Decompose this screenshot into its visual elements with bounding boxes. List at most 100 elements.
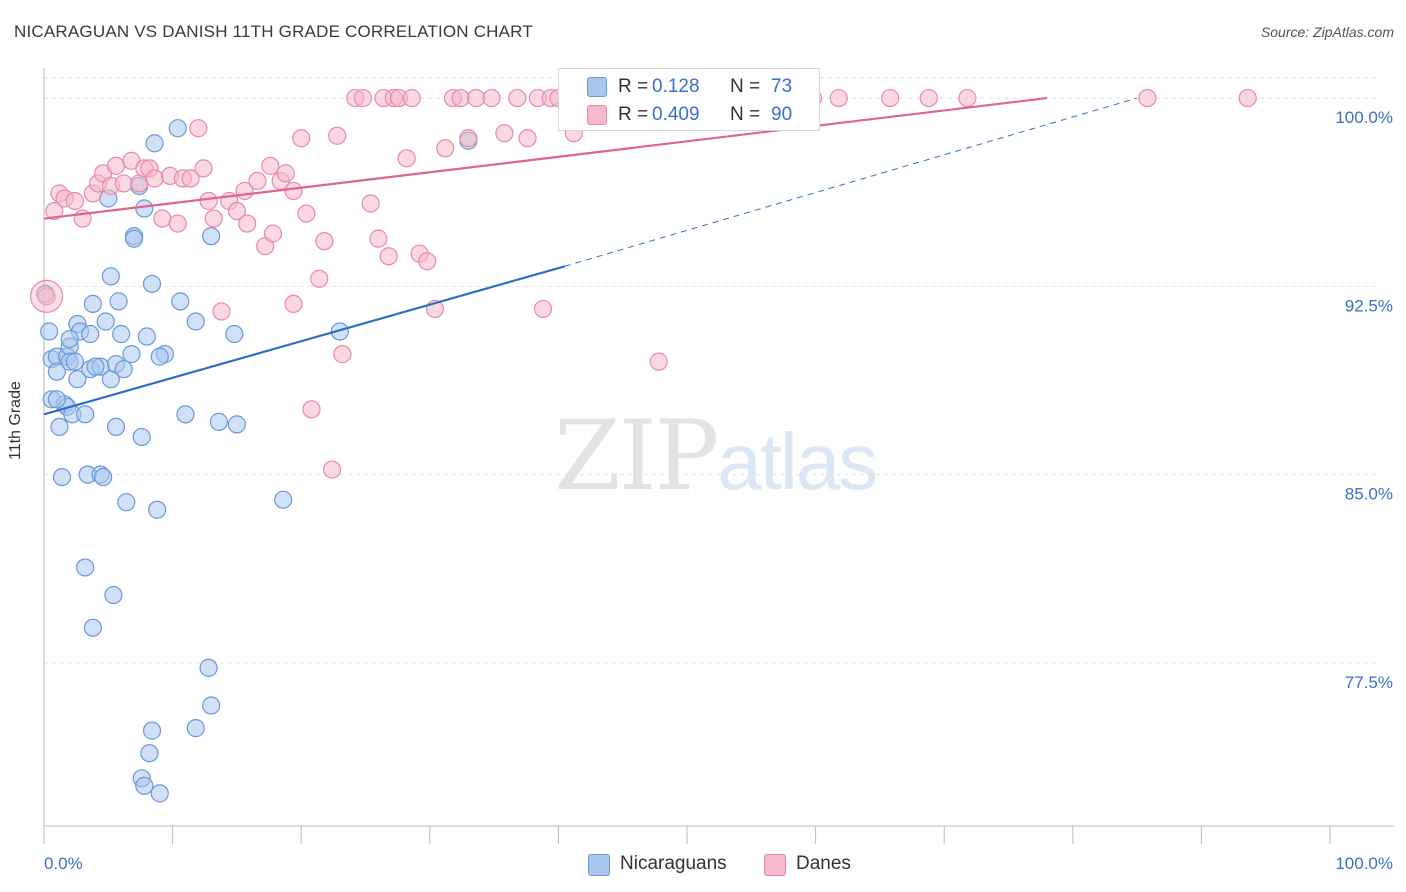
point-nicaraguan [145, 134, 164, 153]
axes [43, 68, 1394, 844]
point-dane [328, 126, 347, 145]
y-tick-label: 77.5% [1345, 673, 1393, 692]
point-dane [45, 201, 64, 221]
legend-row-nicaraguans: R = 0.128 N = 73 [559, 73, 819, 101]
legend-row-danes: R = 0.409 N = 90 [559, 101, 819, 129]
point-dane [114, 174, 133, 193]
point-dane [276, 164, 295, 183]
point-dane [145, 169, 164, 188]
series-danes [29, 88, 1257, 479]
legend-swatch-pink [587, 105, 607, 125]
point-dane [649, 352, 668, 371]
point-nicaraguan [52, 468, 72, 487]
tick-labels: 77.5% 85.0% 92.5% 100.0% 0.0% 100.0% [44, 108, 1393, 873]
point-dane [310, 269, 329, 288]
point-dane [181, 169, 200, 188]
legend-n-value: 90 [771, 104, 793, 125]
point-nicaraguan [81, 324, 100, 344]
point-nicaraguan [132, 427, 151, 447]
x-tick-label: 100.0% [1335, 854, 1393, 873]
point-dane [153, 209, 172, 228]
point-dane [302, 400, 321, 419]
point-dane [418, 252, 437, 271]
point-nicaraguan [186, 719, 205, 738]
point-nicaraguan [150, 347, 169, 366]
point-dane [212, 302, 231, 321]
point-dane [333, 345, 352, 364]
point-nicaraguan [124, 229, 144, 248]
point-dane [106, 156, 126, 175]
point-nicaraguan [60, 329, 79, 349]
legend-r-value: 0.128 [652, 76, 700, 97]
point-dane [65, 191, 84, 211]
point-nicaraguan [86, 357, 105, 376]
point-dane [322, 460, 342, 479]
series-nicaraguans [36, 119, 478, 803]
point-nicaraguan [76, 558, 95, 577]
grid-lines [44, 77, 1380, 664]
y-tick-label: 100.0% [1335, 108, 1393, 127]
legend-swatch-blue [587, 77, 607, 97]
point-dane [459, 129, 478, 148]
legend-swatch-pink [764, 854, 786, 876]
legend-n-label: N = [730, 104, 761, 125]
point-nicaraguan [112, 324, 131, 344]
point-nicaraguan [114, 360, 133, 379]
point-dane [284, 181, 303, 201]
point-nicaraguan [274, 490, 293, 509]
point-dane [37, 287, 56, 306]
point-dane [315, 232, 334, 251]
point-dane [238, 214, 257, 233]
point-dane [495, 124, 514, 143]
point-nicaraguan [106, 417, 126, 436]
legend-r-label: R = [618, 104, 649, 125]
point-dane [227, 201, 246, 221]
point-nicaraguan [135, 199, 154, 218]
chart-title: NICARAGUAN VS DANISH 11TH GRADE CORRELAT… [14, 22, 533, 41]
point-nicaraguan [109, 292, 128, 311]
point-nicaraguan [227, 415, 246, 434]
point-dane [168, 214, 187, 233]
point-nicaraguan [199, 658, 218, 677]
point-nicaraguan [176, 405, 195, 424]
point-nicaraguan [150, 784, 169, 803]
point-dane [397, 149, 416, 168]
point-nicaraguan [101, 267, 120, 286]
point-nicaraguan [171, 292, 190, 311]
point-nicaraguan [47, 362, 66, 381]
legend-swatch-blue [588, 854, 610, 876]
y-tick-label: 85.0% [1345, 485, 1393, 504]
point-dane [130, 174, 149, 193]
trend-line-nicaraguans [43, 265, 566, 416]
point-dane [436, 139, 455, 158]
point-dane [482, 88, 501, 108]
stats-legend: R = 0.128 N = 73 R = 0.409 N = 90 [558, 68, 820, 131]
point-nicaraguan [47, 390, 66, 409]
legend-n-label: N = [730, 76, 761, 97]
point-dane [261, 156, 280, 175]
point-nicaraguan [330, 322, 349, 341]
trend-lines [43, 96, 1138, 416]
point-dane [451, 88, 470, 108]
point-nicaraguan [142, 721, 162, 740]
point-dane [1138, 88, 1157, 108]
point-dane [1238, 88, 1257, 108]
y-axis-label: 11th Grade [7, 381, 24, 460]
point-dane [189, 119, 208, 138]
y-tick-label: 92.5% [1345, 296, 1393, 315]
legend-label: Danes [796, 853, 851, 874]
point-nicaraguan [117, 493, 136, 512]
point-dane [533, 299, 553, 319]
point-nicaraguan [83, 618, 102, 637]
point-dane [829, 88, 848, 108]
trend-line-danes [43, 96, 1048, 220]
point-nicaraguan [202, 696, 221, 715]
point-nicaraguan [94, 468, 113, 487]
point-nicaraguan [168, 119, 187, 138]
series-legend: Nicaraguans Danes [0, 852, 1406, 878]
point-dane [263, 224, 283, 243]
point-dane [958, 88, 977, 108]
point-nicaraguan [65, 352, 84, 371]
point-nicaraguan [225, 324, 244, 344]
